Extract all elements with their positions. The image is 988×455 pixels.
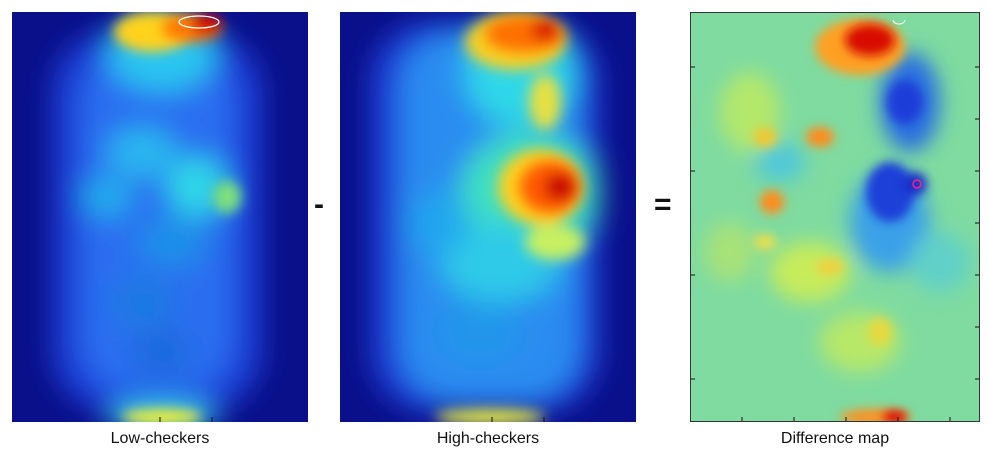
equals-operator: = — [654, 188, 672, 221]
heatmap-low-checkers — [12, 12, 308, 422]
heatmap-high-checkers — [340, 12, 636, 422]
caption-low-checkers: Low-checkers — [110, 430, 210, 447]
minus-operator: - — [314, 188, 324, 221]
caption-difference-map: Difference map — [780, 430, 890, 447]
heatmap-difference-map — [690, 12, 980, 422]
caption-high-checkers: High-checkers — [436, 430, 540, 447]
